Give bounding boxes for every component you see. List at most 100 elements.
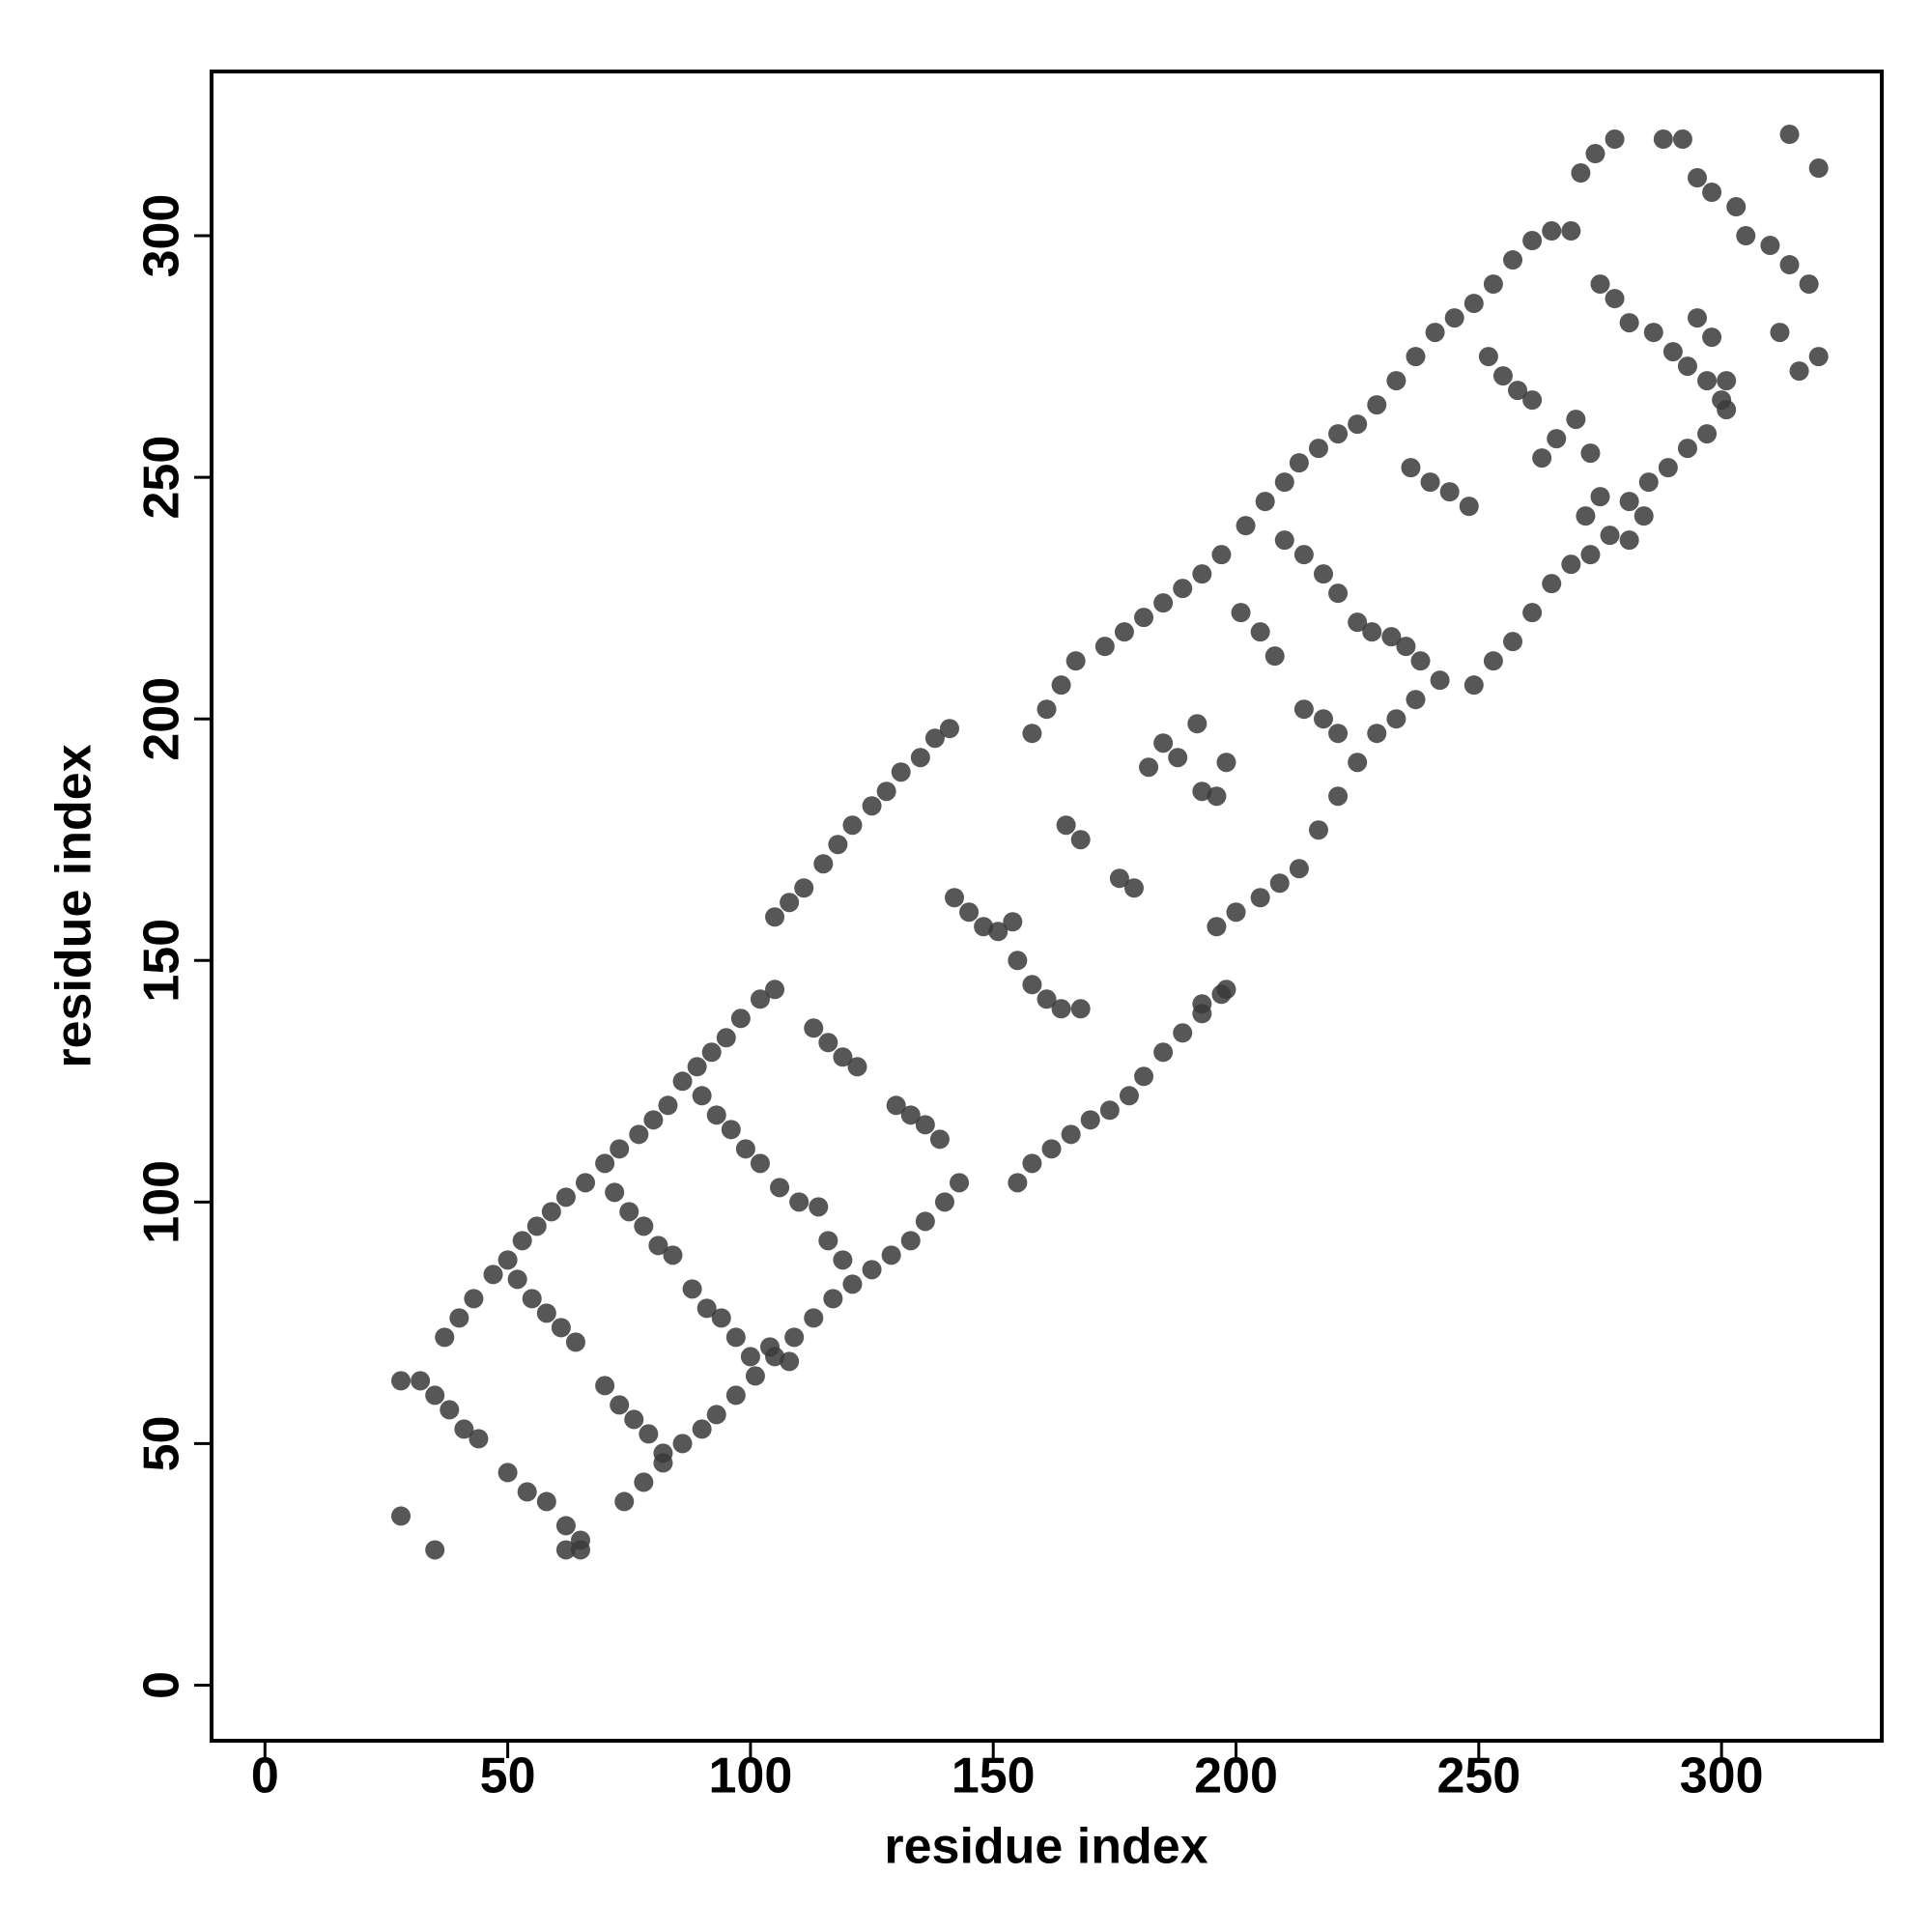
point bbox=[1662, 342, 1683, 362]
x-axis-label: residue index bbox=[884, 1819, 1208, 1875]
point bbox=[1585, 144, 1605, 164]
point bbox=[1410, 651, 1431, 671]
point bbox=[1114, 622, 1134, 642]
point bbox=[614, 1492, 635, 1512]
point bbox=[411, 1371, 431, 1391]
point bbox=[1070, 830, 1091, 850]
x-tick-label: 150 bbox=[952, 1748, 1036, 1804]
point bbox=[924, 728, 945, 749]
point bbox=[526, 1216, 547, 1236]
point bbox=[1789, 361, 1809, 382]
point bbox=[624, 1409, 644, 1430]
point bbox=[555, 1516, 576, 1536]
point bbox=[1590, 274, 1610, 295]
point bbox=[842, 1274, 863, 1294]
point bbox=[648, 1236, 668, 1256]
point bbox=[425, 1540, 445, 1560]
point bbox=[1492, 366, 1513, 386]
point bbox=[1576, 506, 1596, 526]
point bbox=[1207, 786, 1227, 807]
point bbox=[1619, 530, 1639, 551]
point bbox=[595, 1376, 615, 1396]
point bbox=[1139, 757, 1159, 778]
point bbox=[1274, 472, 1294, 493]
point bbox=[910, 748, 930, 768]
point bbox=[1293, 699, 1314, 720]
point bbox=[1736, 226, 1756, 246]
point bbox=[1672, 129, 1692, 150]
point bbox=[1003, 912, 1023, 932]
point bbox=[760, 1337, 781, 1357]
point bbox=[945, 888, 965, 908]
point bbox=[770, 1178, 790, 1198]
point bbox=[915, 1211, 935, 1232]
point bbox=[842, 815, 863, 836]
point bbox=[725, 1327, 746, 1348]
point bbox=[988, 922, 1009, 942]
point bbox=[1236, 516, 1256, 536]
point bbox=[959, 902, 980, 923]
point bbox=[900, 1105, 921, 1125]
point bbox=[391, 1506, 412, 1526]
point bbox=[1381, 627, 1402, 647]
point bbox=[517, 1482, 537, 1502]
point bbox=[725, 1385, 746, 1406]
point bbox=[1444, 308, 1464, 328]
point bbox=[1192, 994, 1212, 1014]
point bbox=[1080, 1110, 1100, 1130]
point bbox=[1522, 231, 1543, 251]
point bbox=[1677, 439, 1697, 459]
point bbox=[610, 1139, 630, 1159]
point bbox=[551, 1318, 571, 1338]
point bbox=[1313, 564, 1333, 584]
point bbox=[1566, 410, 1586, 430]
point bbox=[1386, 709, 1406, 729]
point bbox=[881, 1245, 901, 1265]
point bbox=[1123, 878, 1144, 898]
point bbox=[1779, 125, 1800, 145]
point bbox=[1226, 902, 1246, 923]
point bbox=[1779, 255, 1800, 275]
y-axis-label: residue index bbox=[46, 744, 102, 1067]
point bbox=[555, 1187, 576, 1208]
point bbox=[1463, 675, 1484, 696]
point bbox=[692, 1086, 712, 1106]
point bbox=[1561, 221, 1581, 242]
point bbox=[1109, 868, 1129, 889]
point bbox=[1293, 545, 1314, 565]
point bbox=[1153, 733, 1174, 753]
point bbox=[507, 1269, 527, 1290]
point bbox=[653, 1443, 673, 1463]
point bbox=[784, 1327, 805, 1348]
point bbox=[1808, 347, 1829, 367]
point bbox=[1463, 294, 1484, 314]
point bbox=[1459, 497, 1479, 517]
point bbox=[1367, 395, 1387, 415]
point bbox=[847, 1057, 867, 1077]
point bbox=[1328, 724, 1349, 744]
point bbox=[1522, 603, 1543, 623]
point bbox=[682, 1279, 702, 1299]
point bbox=[915, 1115, 935, 1135]
point bbox=[1022, 1153, 1042, 1174]
point bbox=[701, 1042, 722, 1063]
point bbox=[1250, 622, 1270, 642]
point bbox=[1386, 371, 1406, 391]
point bbox=[1726, 197, 1747, 217]
point bbox=[1231, 603, 1251, 623]
point bbox=[974, 917, 994, 937]
point bbox=[1542, 574, 1562, 594]
point bbox=[1702, 327, 1722, 348]
point bbox=[696, 1298, 717, 1319]
point bbox=[1697, 424, 1718, 444]
y-tick-label: 0 bbox=[134, 1671, 190, 1699]
point bbox=[1808, 158, 1829, 179]
point bbox=[1192, 564, 1212, 584]
point bbox=[1134, 608, 1154, 628]
point bbox=[818, 1231, 838, 1251]
point bbox=[497, 1250, 518, 1270]
point bbox=[1216, 753, 1236, 773]
point bbox=[1532, 448, 1552, 469]
point bbox=[497, 1463, 518, 1483]
